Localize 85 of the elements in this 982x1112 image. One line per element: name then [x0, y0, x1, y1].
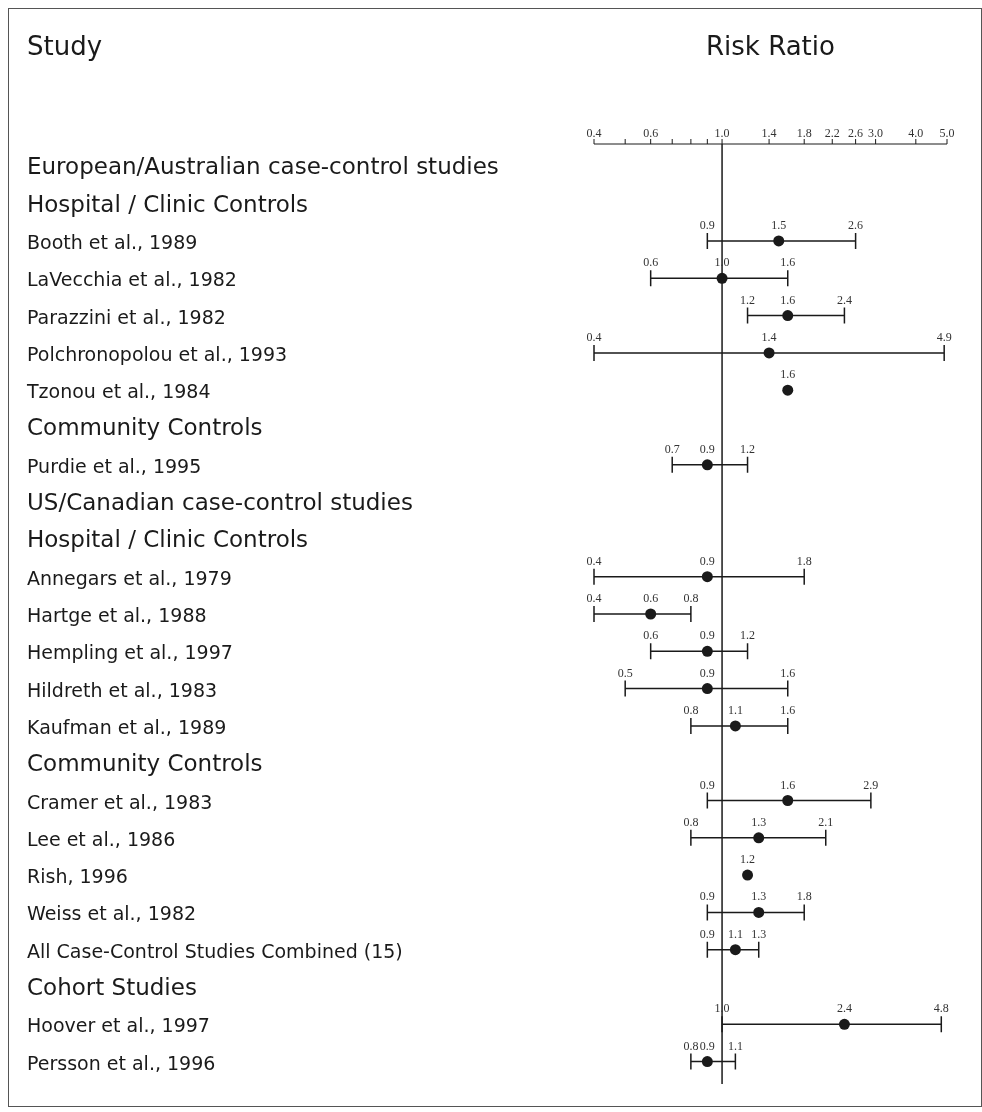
annotation: 2.9	[863, 777, 879, 792]
y-tick-label: Hartge et al., 1988	[27, 604, 207, 626]
x-tick-label: 0.4	[586, 126, 602, 140]
annotation: 0.4	[586, 329, 602, 344]
y-tick-label: Persson et al., 1996	[27, 1051, 216, 1074]
y-tick-label: Hoover et al., 1997	[27, 1014, 210, 1037]
annotation: 1.3	[751, 926, 767, 941]
y-tick-label: Tzonou et al., 1984	[26, 380, 211, 403]
y-tick-label: European/Australian case-control studies	[27, 153, 499, 180]
annotation: 0.9	[699, 889, 715, 904]
annotation: 0.9	[699, 926, 715, 941]
x-axis-title: Risk Ratio	[705, 31, 836, 61]
annotation: 0.8	[683, 702, 699, 717]
annotation: 0.4	[586, 553, 602, 568]
annotation: 2.1	[818, 814, 834, 829]
annotation: 1.8	[796, 889, 812, 904]
y-tick-label: Hospital / Clinic Controls	[27, 526, 309, 553]
annotation: 0.4	[586, 591, 602, 605]
annotation: 2.4	[836, 292, 852, 307]
annotation: 0.7	[664, 441, 680, 456]
data-label: 1.3	[751, 889, 767, 904]
x-tick-label: 2.6	[848, 126, 864, 140]
annotation: 2.6	[848, 217, 864, 232]
annotation: 4.9	[936, 329, 952, 344]
data-label: 1.6	[780, 777, 796, 792]
y-tick-label: All Case-Control Studies Combined (15)	[27, 939, 403, 962]
y-tick-label: LaVecchia et al., 1982	[27, 268, 237, 291]
data-label: 1.6	[780, 292, 796, 307]
data-label: 1.1	[727, 702, 743, 717]
annotation: 0.6	[643, 628, 659, 643]
data-label: 0.9	[699, 628, 715, 643]
annotation: 1.6	[780, 665, 796, 680]
y-tick-label: Parazzini et al., 1982	[27, 305, 226, 328]
x-tick-label: 4.0	[908, 126, 924, 140]
annotation: 1.8	[796, 553, 812, 568]
annotation: 1.2	[740, 441, 756, 456]
data-label: 1.2	[740, 852, 756, 867]
x-tick-label: 1.4	[761, 126, 777, 140]
y-tick-label: Cramer et al., 1983	[27, 790, 213, 813]
y-tick-label: US/Canadian case-control studies	[27, 489, 413, 516]
annotation: 0.9	[699, 777, 715, 792]
y-tick-label: Hospital / Clinic Controls	[27, 190, 309, 217]
y-tick-label: Community Controls	[27, 750, 263, 777]
y-tick-label: Weiss et al., 1982	[27, 902, 197, 925]
data-label: 0.6	[643, 591, 659, 605]
annotation: 1.1	[727, 1038, 743, 1053]
x-tick-label: 5.0	[939, 126, 955, 140]
data-label: 1.6	[780, 367, 796, 382]
data-label: 2.4	[836, 1001, 852, 1016]
y-tick-label: Rish, 1996	[27, 865, 128, 888]
annotation: 1.2	[740, 292, 756, 307]
data-label: 1.5	[771, 217, 787, 232]
y-tick-label: Purdie et al., 1995	[27, 454, 202, 477]
data-label: 0.9	[699, 665, 715, 680]
annotation: 1.6	[780, 255, 796, 270]
annotation: 4.8	[933, 1001, 949, 1016]
y-tick-label: Community Controls	[27, 414, 263, 441]
y-tick-label: Kaufman et al., 1989	[27, 715, 227, 738]
y-axis-title: Study	[27, 31, 103, 61]
annotation: 0.5	[617, 665, 633, 680]
annotation: 0.8	[683, 1038, 699, 1053]
data-label: 1.3	[751, 814, 767, 829]
y-tick-label: Polchronopolou et al., 1993	[27, 342, 288, 365]
data-label: 0.9	[699, 553, 715, 568]
x-tick-label: 1.0	[714, 126, 730, 140]
data-label: 1.4	[761, 329, 777, 344]
y-tick-label: Lee et al., 1986	[27, 827, 176, 850]
y-tick-label: Booth et al., 1989	[27, 230, 198, 253]
y-tick-label: Annegars et al., 1979	[27, 566, 232, 589]
y-tick-label: Hempling et al., 1997	[27, 641, 233, 664]
y-tick-label: Cohort Studies	[27, 974, 197, 1001]
data-label: 0.9	[699, 441, 715, 456]
x-tick-label: 1.8	[796, 126, 812, 140]
x-tick-label: 3.0	[868, 126, 884, 140]
data-label: 1.1	[727, 926, 743, 941]
x-tick-label: 0.6	[643, 126, 659, 140]
annotation: 1.6	[780, 702, 796, 717]
data-label: 0.9	[699, 1038, 715, 1053]
x-tick-label: 2.2	[824, 126, 840, 140]
y-tick-label: Hildreth et al., 1983	[27, 678, 218, 701]
annotation: 0.8	[683, 814, 699, 829]
annotation: 0.6	[643, 255, 659, 270]
annotation: 0.9	[699, 217, 715, 232]
annotation: 0.8	[683, 591, 699, 605]
annotation: 1.2	[740, 628, 756, 643]
